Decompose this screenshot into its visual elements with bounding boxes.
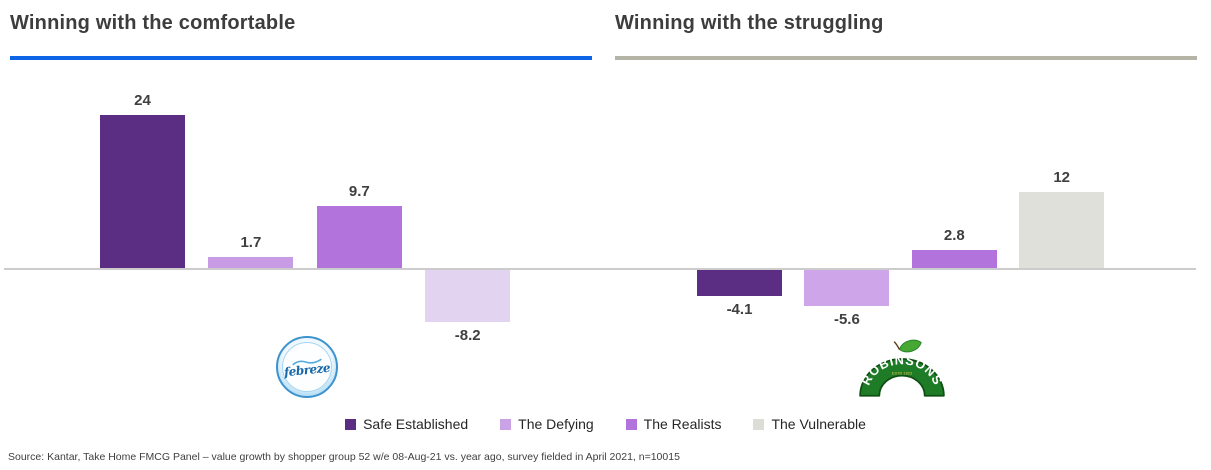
robinsons-leaf-icon <box>898 339 922 353</box>
legend-item: Safe Established <box>345 416 468 432</box>
bar-the-realists <box>911 250 997 268</box>
left-chart-title: Winning with the comfortable <box>10 12 296 34</box>
legend-item: The Defying <box>500 416 594 432</box>
zero-axis-line <box>4 268 1196 270</box>
chart-comfortable: 24 1.7 9.7 -8.2 <box>0 80 605 365</box>
source-note: Source: Kantar, Take Home FMCG Panel – v… <box>8 451 680 463</box>
right-title-underline <box>615 56 1197 60</box>
bar-the-realists <box>316 206 402 268</box>
bar-value-label: 9.7 <box>348 183 370 201</box>
bar-value-label: -8.2 <box>454 327 481 345</box>
legend-swatch <box>625 418 637 430</box>
legend-swatch <box>753 418 765 430</box>
febreze-wordmark: febreze <box>283 360 331 380</box>
febreze-logo: febreze <box>276 336 338 398</box>
febreze-wave-icon <box>292 358 322 366</box>
robinsons-logo-graphic: ROBINSONS ESTD 1823 <box>859 339 945 397</box>
bar-value-label: -4.1 <box>726 301 753 319</box>
febreze-logo-inner: febreze <box>282 342 332 392</box>
bar-the-defying <box>804 270 890 306</box>
bar-value-label: 12 <box>1053 168 1071 186</box>
bar-safe-established <box>100 115 185 268</box>
legend-label: The Vulnerable <box>771 416 866 432</box>
bar-the-vulnerable <box>1019 191 1105 268</box>
bar-value-label: 1.7 <box>240 234 262 252</box>
legend-item: The Realists <box>625 416 722 432</box>
chart-struggling: -4.1 -5.6 2.8 12 <box>605 80 1210 365</box>
legend-swatch <box>500 418 512 430</box>
robinsons-arch <box>859 358 945 397</box>
legend-item: The Vulnerable <box>753 416 866 432</box>
bar-value-label: 24 <box>134 92 151 109</box>
legend-label: Safe Established <box>363 416 469 432</box>
bar-the-vulnerable <box>425 270 511 323</box>
legend-label: The Defying <box>518 416 594 432</box>
bar-value-label: 2.8 <box>943 227 965 245</box>
robinsons-logo: ROBINSONS ESTD 1823 <box>854 338 950 408</box>
right-chart-title: Winning with the struggling <box>615 12 884 34</box>
left-title-underline <box>10 56 592 60</box>
bar-the-defying <box>208 257 294 268</box>
legend-swatch <box>345 418 357 430</box>
legend: Safe Established The Defying The Realists T… <box>0 416 1211 432</box>
robinsons-est-text: ESTD 1823 <box>892 371 912 376</box>
legend-label: The Realists <box>643 416 722 432</box>
bar-safe-established <box>697 270 782 297</box>
bar-value-label: -5.6 <box>833 310 860 328</box>
